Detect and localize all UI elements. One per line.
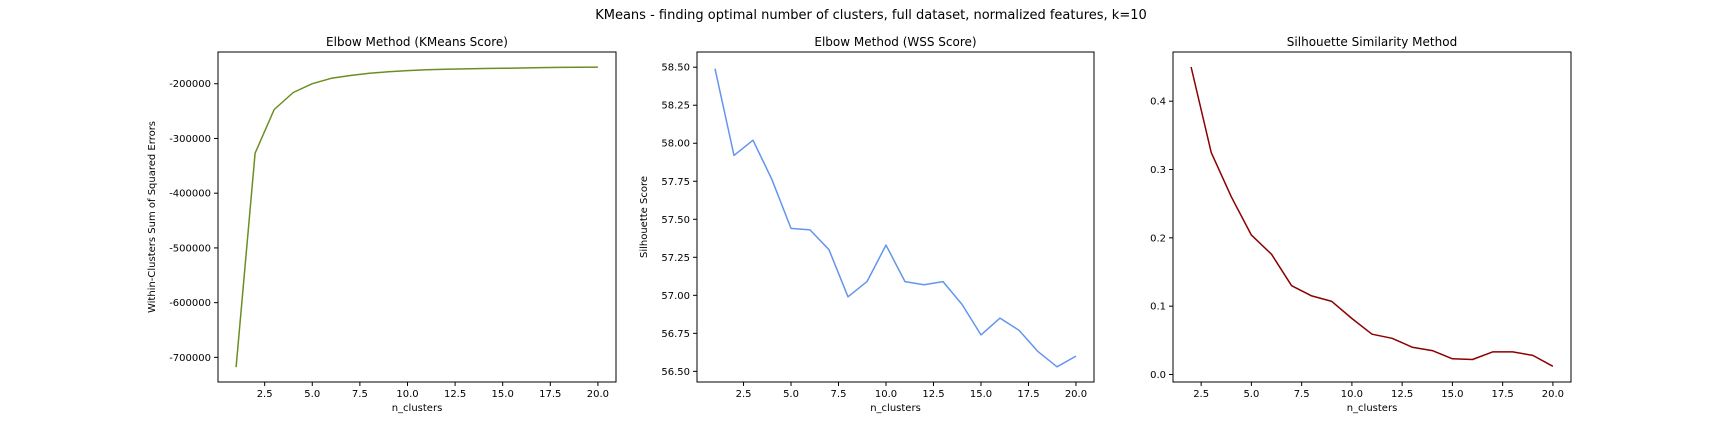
x-tick-label: 20.0 — [1542, 389, 1564, 400]
y-tick-label: 0.2 — [1150, 233, 1166, 244]
x-tick-label: 5.0 — [1243, 389, 1259, 400]
y-tick-label: -600000 — [169, 298, 211, 309]
x-tick-label: 10.0 — [1341, 389, 1363, 400]
x-tick-label: 20.0 — [1065, 389, 1087, 400]
y-axis-label: Within-Clusters Sum of Squared Errors — [147, 121, 158, 313]
y-tick-label: 0.3 — [1150, 165, 1166, 176]
x-tick-label: 10.0 — [396, 389, 418, 400]
x-tick-label: 2.5 — [1193, 389, 1209, 400]
x-tick-label: 15.0 — [970, 389, 992, 400]
y-tick-label: 56.75 — [661, 329, 690, 340]
subplot-3: Silhouette Similarity Method 2.5 5.0 7.5 10.… — [1150, 35, 1572, 414]
y-tick-label: -300000 — [169, 134, 211, 145]
x-axis-label: n_clusters — [1347, 403, 1398, 414]
x-tick-label: 12.5 — [1391, 389, 1413, 400]
subplot-title: Elbow Method (WSS Score) — [814, 35, 976, 49]
x-axis-label: n_clusters — [392, 403, 443, 414]
subplot-1: Elbow Method (KMeans Score) 2.5 5.0 7.5 10.0… — [147, 35, 617, 414]
x-tick-label: 17.5 — [539, 389, 561, 400]
x-axis-label: n_clusters — [870, 403, 921, 414]
axes-frame — [696, 51, 1095, 383]
y-tick-label: -400000 — [169, 189, 211, 200]
y-tick-label: 56.50 — [661, 367, 690, 378]
x-tick-label: 5.0 — [304, 389, 320, 400]
x-tick-label: 17.5 — [1017, 389, 1039, 400]
y-tick-label: -500000 — [169, 243, 211, 254]
y-tick-label: 0.0 — [1150, 370, 1166, 381]
y-tick-label: 0.1 — [1150, 302, 1166, 313]
subplot-title: Silhouette Similarity Method — [1287, 35, 1457, 49]
y-tick-label: -700000 — [169, 353, 211, 364]
subplots: Elbow Method (KMeans Score) 2.5 5.0 7.5 10.0… — [147, 35, 1572, 414]
subplot-title: Elbow Method (KMeans Score) — [326, 35, 508, 49]
y-tick-label: 57.50 — [661, 215, 690, 226]
axes-frame — [217, 51, 617, 383]
x-tick-label: 12.5 — [444, 389, 466, 400]
y-tick-label: 57.75 — [661, 177, 690, 188]
subplot-2: Elbow Method (WSS Score) 2.5 5.0 7.5 10.0 12.… — [639, 35, 1095, 414]
x-tick-label: 7.5 — [831, 389, 847, 400]
y-axis-label: Silhouette Score — [639, 176, 650, 258]
x-tick-label: 2.5 — [736, 389, 752, 400]
figure-suptitle: KMeans - finding optimal number of clust… — [595, 8, 1147, 23]
series-line — [235, 66, 598, 368]
y-tick-label: 58.00 — [661, 139, 690, 150]
y-tick-label: 57.00 — [661, 291, 690, 302]
x-tick-label: 5.0 — [783, 389, 799, 400]
y-tick-label: 58.25 — [661, 101, 690, 112]
x-tick-label: 15.0 — [492, 389, 514, 400]
y-tick-label: 58.50 — [661, 63, 690, 74]
x-tick-label: 15.0 — [1441, 389, 1463, 400]
series-line — [714, 68, 1077, 368]
series-line — [1190, 66, 1554, 367]
axes-frame — [1172, 51, 1572, 383]
x-tick-label: 17.5 — [1492, 389, 1514, 400]
x-tick-label: 20.0 — [587, 389, 609, 400]
x-tick-label: 7.5 — [352, 389, 368, 400]
x-tick-label: 2.5 — [257, 389, 273, 400]
y-tick-label: 0.4 — [1150, 97, 1166, 108]
x-tick-label: 7.5 — [1294, 389, 1310, 400]
x-tick-label: 12.5 — [922, 389, 944, 400]
x-tick-label: 10.0 — [875, 389, 897, 400]
y-tick-label: 57.25 — [661, 253, 690, 264]
y-tick-label: -200000 — [169, 79, 211, 90]
